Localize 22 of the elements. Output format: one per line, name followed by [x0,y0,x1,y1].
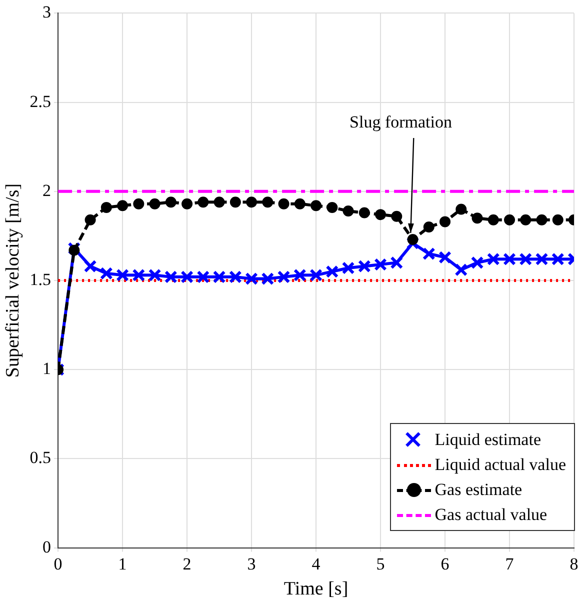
y-tick-label: 0 [42,537,52,556]
legend-label: Gas actual value [434,504,548,524]
x-tick-label: 1 [118,554,127,574]
x-tick-label: 4 [312,554,321,574]
y-tick-label: 3 [42,2,52,22]
x-tick-label: 2 [182,554,192,574]
x-tick-label: 3 [247,554,256,574]
x-axis-title: Time [s] [284,578,348,600]
legend-label: Gas estimate [434,480,522,500]
x-tick-label: 5 [376,554,385,574]
y-axis-title: Superficial velocity [m/s] [2,183,24,378]
y-tick-label: 1.5 [30,270,52,289]
x-tick-label: 8 [570,554,578,574]
x-tick-label: 6 [440,554,450,574]
legend-label: Liquid actual value [434,454,566,474]
y-tick-label: 0.5 [30,448,52,468]
y-tick-label: 2 [42,180,52,200]
annotation: Slug formation [350,112,452,132]
legend-label: Liquid estimate [434,430,541,450]
y-tick-label: 2.5 [30,92,52,111]
x-tick-label: 7 [505,554,514,574]
y-tick-label: 1 [42,359,52,378]
